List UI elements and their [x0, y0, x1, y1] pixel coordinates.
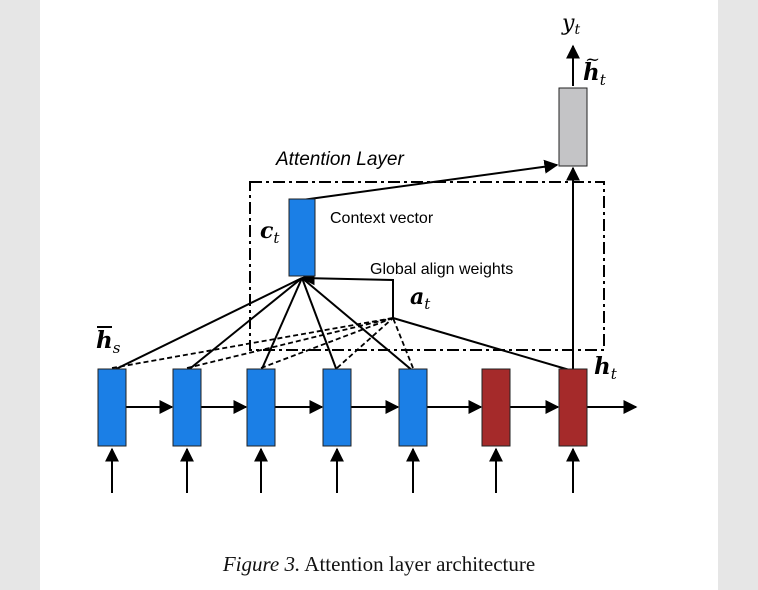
- h-tilde-t-label: ht: [583, 59, 607, 89]
- c-t-label: ct: [260, 218, 280, 247]
- encoder-hidden-state: [172, 368, 202, 447]
- encoder-hidden-state: [322, 368, 352, 447]
- context-vector-block: [288, 198, 316, 277]
- decoder-hidden-state: [558, 368, 588, 447]
- h-s-base: h: [96, 327, 113, 354]
- a-t-label: at: [410, 284, 431, 313]
- align-weight-line: [111, 317, 394, 369]
- attentional-hidden-state-block: [558, 87, 588, 167]
- y-t-base: y: [561, 11, 575, 36]
- encoder-hidden-state: [246, 368, 276, 447]
- context-vector-label: Context vector: [330, 210, 434, 227]
- h-t-sub: t: [611, 365, 618, 383]
- context-attention-line: [111, 277, 303, 372]
- context-attention-line: [186, 277, 303, 372]
- y-t-label: yt: [561, 11, 580, 38]
- decoder-hidden-state: [481, 368, 511, 447]
- a-t-base: a: [410, 284, 424, 310]
- encoder-hidden-state: [398, 368, 428, 447]
- attention-diagram: Attention Layer Context vector Global al…: [96, 11, 638, 493]
- c-t-base: c: [260, 218, 274, 244]
- align-weight-line: [392, 317, 414, 369]
- align-weight-line: [336, 317, 394, 369]
- context-attention-line: [301, 277, 338, 372]
- a-t-sub: t: [424, 295, 431, 313]
- context-to-output-line: [301, 159, 559, 201]
- attention-layer-label: Attention Layer: [275, 149, 404, 170]
- c-t-sub: t: [273, 229, 280, 247]
- decoder-to-align-line: [392, 317, 574, 372]
- figure-caption: Figure 3. Attention layer architecture: [40, 552, 718, 577]
- y-t-sub: t: [574, 22, 580, 38]
- h-s-sub: s: [113, 339, 121, 357]
- encoder-hidden-state: [97, 368, 127, 447]
- page: Attention Layer Context vector Global al…: [40, 0, 718, 590]
- caption-text: Attention layer architecture: [304, 552, 536, 576]
- align-to-context-line: [300, 271, 394, 318]
- h-s-label: hs: [96, 327, 121, 357]
- h-tilde-t-tilde: ~: [585, 49, 600, 70]
- context-attention-line: [260, 277, 303, 372]
- h-tilde-t-base: h: [583, 59, 600, 86]
- h-t-label: ht: [594, 353, 618, 383]
- h-t-base: h: [594, 353, 611, 380]
- h-tilde-t-sub: t: [600, 71, 607, 89]
- figure-label: Figure 3.: [222, 552, 301, 576]
- global-align-label: Global align weights: [370, 261, 513, 278]
- align-weight-line: [186, 317, 394, 369]
